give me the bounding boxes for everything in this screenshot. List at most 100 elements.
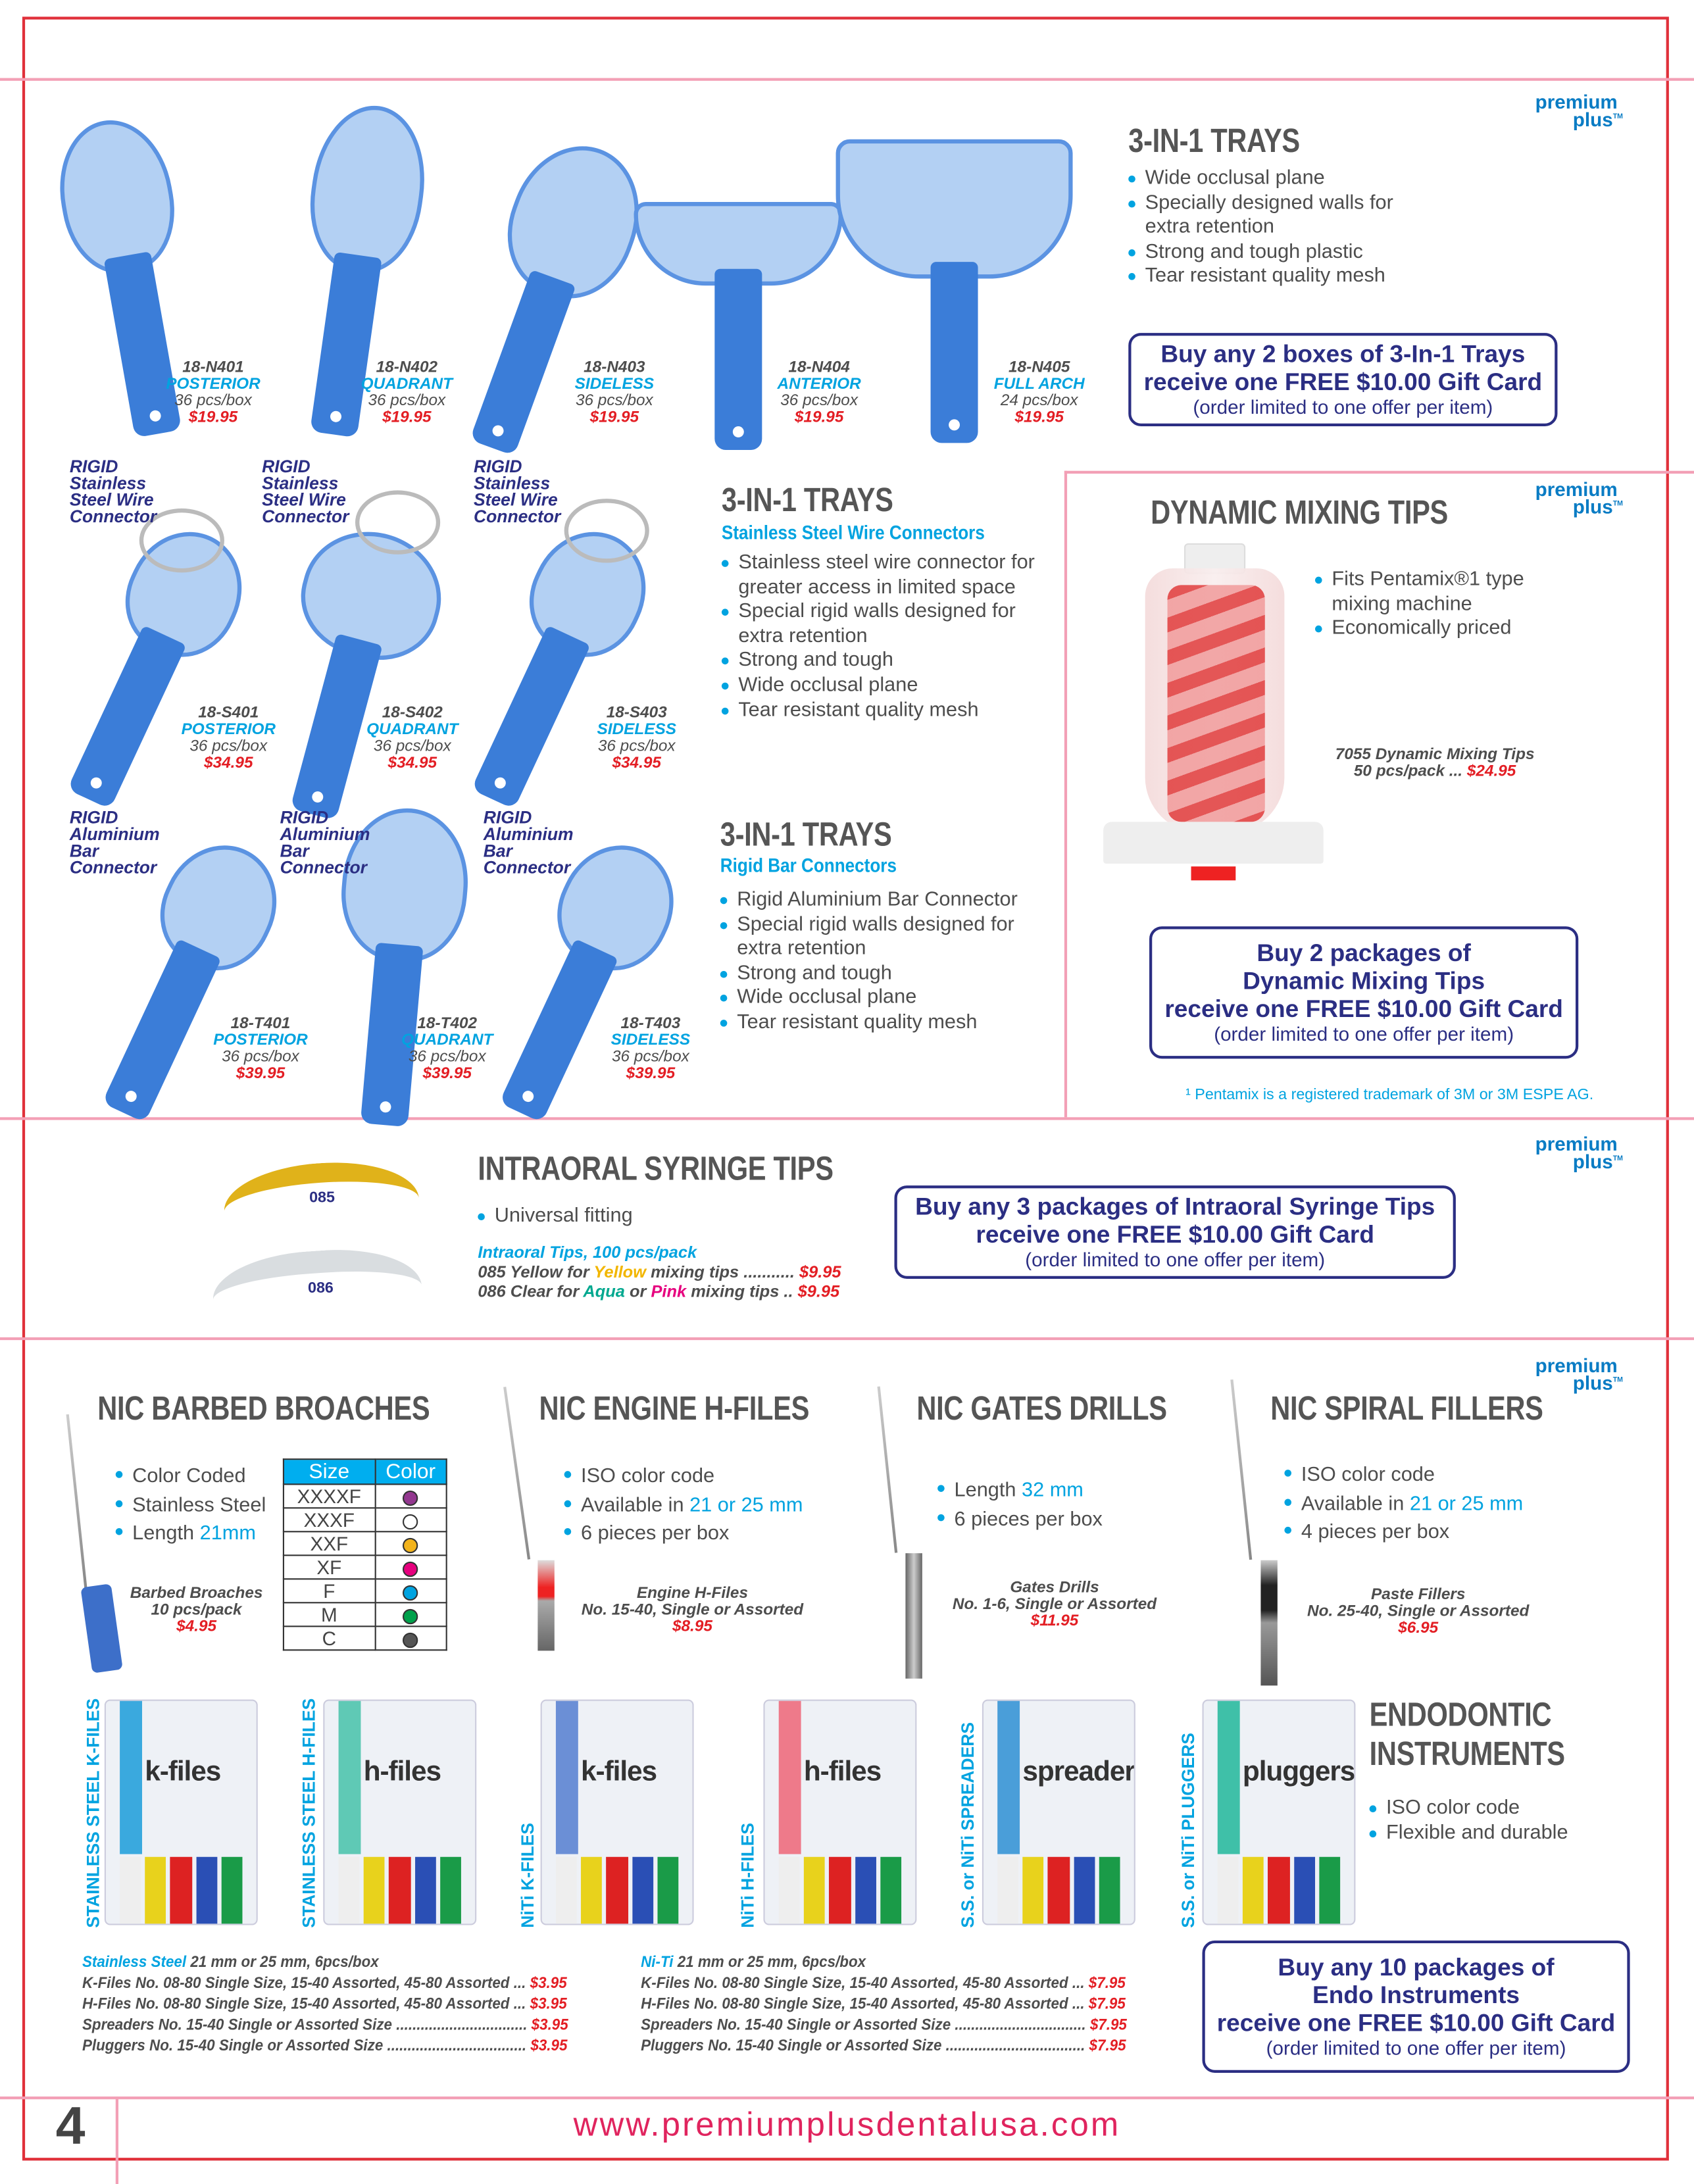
feature-item: Available in 21 or 25 mm xyxy=(564,1491,843,1520)
size-cell: XXXF xyxy=(282,1507,376,1533)
color-cell xyxy=(374,1507,447,1533)
file-box-image: k-files xyxy=(540,1699,694,1925)
feature-item: Stainless Steel xyxy=(115,1491,283,1520)
feature-item: Universal fitting xyxy=(478,1205,757,1229)
product-label: 18-N403 SIDELESS 36 pcs/box $19.95 xyxy=(575,359,654,426)
promo-box-endo: Buy any 10 packages of Endo Instruments … xyxy=(1202,1940,1630,2073)
color-dot-icon xyxy=(403,1561,418,1577)
product-qty: 36 pcs/box xyxy=(373,738,451,755)
file-box-image: pluggers xyxy=(1202,1699,1356,1925)
connector-label: RIGID Stainless Steel Wire Connector xyxy=(69,457,157,527)
feature-item: Strong and tough xyxy=(721,650,1056,674)
feature-item: Color Coded xyxy=(115,1462,283,1491)
product-price: $34.95 xyxy=(612,755,661,772)
feature-item: Wide occlusal plane xyxy=(1128,167,1421,191)
product-name: QUADRANT xyxy=(361,376,453,393)
price-list: Ni-Ti 21 mm or 25 mm, 6pcs/box K-Files No… xyxy=(641,1953,1127,2058)
table-row: M xyxy=(282,1602,447,1627)
price-line: 085 Yellow for Yellow mixing tips ......… xyxy=(478,1262,841,1282)
color-dot-icon xyxy=(403,1514,418,1529)
product-qty: 36 pcs/box xyxy=(189,738,268,755)
box-side-label: S.S. or NiTi PLUGGERS xyxy=(1178,1733,1199,1928)
section-subtitle: Stainless Steel Wire Connectors xyxy=(721,520,985,543)
promo-note: (order limited to one offer per item) xyxy=(1193,395,1493,418)
price-list-title: Ni-Ti 21 mm or 25 mm, 6pcs/box xyxy=(641,1954,866,1972)
size-cell: XF xyxy=(282,1554,376,1580)
product-name: POSTERIOR xyxy=(213,1032,308,1049)
feature-item: Length 32 mm xyxy=(937,1477,1147,1505)
file-box-image: h-files xyxy=(323,1699,477,1925)
product-code: 18-T401 xyxy=(230,1015,291,1033)
table-row: XF xyxy=(282,1554,447,1580)
impression-tray-image xyxy=(835,139,1073,460)
price-row: H-Files No. 08-80 Single Size, 15-40 Ass… xyxy=(82,1996,567,2013)
product-label: 18-N401 POSTERIOR 36 pcs/box $19.95 xyxy=(166,359,260,426)
product-price: $39.95 xyxy=(236,1065,286,1083)
syringe-pricing: Intraoral Tips, 100 pcs/pack 085 Yellow … xyxy=(478,1243,841,1301)
website-link[interactable]: www.premiumplusdentalusa.com xyxy=(573,2106,1121,2144)
section-title: INTRAORAL SYRINGE TIPS xyxy=(478,1151,834,1189)
feature-list: Rigid Aluminium Bar Connector Special rig… xyxy=(720,889,1041,1036)
size-cell: F xyxy=(282,1578,376,1604)
feature-list: Fits Pentamix®1 type mixing machine Econo… xyxy=(1315,568,1538,642)
product-code: 18-S403 xyxy=(606,705,667,722)
product-code: 18-N402 xyxy=(376,359,438,376)
product-price: $19.95 xyxy=(589,409,639,426)
table-row: C xyxy=(282,1626,447,1651)
box-side-label: STAINLESS STEEL K-FILES xyxy=(84,1698,103,1928)
feature-item: Special rigid walls designed for extra r… xyxy=(721,601,1056,650)
product-qty: 36 pcs/box xyxy=(408,1049,486,1066)
product-label: 18-N402 QUADRANT 36 pcs/box $19.95 xyxy=(361,359,453,426)
color-cell xyxy=(374,1554,447,1580)
feature-item: Flexible and durable xyxy=(1369,1822,1620,1846)
section-title: DYNAMIC MIXING TIPS xyxy=(1151,494,1448,532)
table-row: XXF xyxy=(282,1531,447,1556)
section-title: 3-IN-1 TRAYS xyxy=(720,816,892,855)
feature-item: Tear resistant quality mesh xyxy=(720,1011,1041,1035)
section-title: NIC GATES DRILLS xyxy=(916,1390,1167,1428)
box-side-label: NiTi K-FILES xyxy=(518,1822,538,1928)
box-label: k-files xyxy=(145,1756,221,1787)
spiral-filler-shank xyxy=(1260,1560,1278,1686)
promo-line: Buy any 3 packages of Intraoral Syringe … xyxy=(915,1192,1435,1221)
color-cell xyxy=(374,1626,447,1651)
feature-item: Special rigid walls designed for extra r… xyxy=(720,913,1041,962)
box-label: h-files xyxy=(803,1756,882,1787)
feature-list: ISO color code Available in 21 or 25 mm … xyxy=(564,1462,843,1548)
price-list-title: Stainless Steel 21 mm or 25 mm, 6pcs/box xyxy=(82,1954,379,1972)
color-cell xyxy=(374,1531,447,1556)
product-code: 18-T403 xyxy=(620,1015,681,1033)
color-cell xyxy=(374,1602,447,1627)
product-code: 18-N403 xyxy=(584,359,645,376)
color-dot-icon xyxy=(403,1632,418,1648)
promo-box-syringe: Buy any 3 packages of Intraoral Syringe … xyxy=(894,1185,1456,1279)
connector-label: RIGID Aluminium Bar Connector xyxy=(483,808,574,878)
promo-line: Buy 2 packages of xyxy=(1257,939,1471,967)
product-qty: 36 pcs/box xyxy=(368,393,446,410)
divider xyxy=(0,78,1694,80)
promo-line: receive one FREE $10.00 Gift Card xyxy=(976,1220,1374,1249)
feature-item: ISO color code xyxy=(564,1462,843,1491)
product-name: QUADRANT xyxy=(366,721,459,739)
product-qty: 36 pcs/box xyxy=(612,1049,689,1066)
product-code: 18-N404 xyxy=(788,359,850,376)
color-dot-icon xyxy=(403,1490,418,1506)
price-list: Stainless Steel 21 mm or 25 mm, 6pcs/box… xyxy=(82,1953,568,2058)
footnote: ¹ Pentamix is a registered trademark of … xyxy=(1185,1086,1594,1104)
feature-item: Strong and tough xyxy=(720,962,1041,987)
feature-item: 6 pieces per box xyxy=(937,1505,1147,1533)
price-row: H-Files No. 08-80 Single Size, 15-40 Ass… xyxy=(641,1996,1126,2013)
product-name: POSTERIOR xyxy=(166,376,261,393)
product-label: 18-S401 POSTERIOR 36 pcs/box $34.95 xyxy=(182,705,276,772)
product-name: QUADRANT xyxy=(401,1032,493,1049)
divider xyxy=(1064,470,1067,1118)
product-qty: 36 pcs/box xyxy=(575,393,653,410)
promo-note: (order limited to one offer per item) xyxy=(1214,1022,1514,1045)
box-side-label: STAINLESS STEEL H-FILES xyxy=(299,1698,319,1928)
product-price: $19.95 xyxy=(794,409,844,426)
product-label: 18-T402 QUADRANT 36 pcs/box $39.95 xyxy=(401,1016,493,1083)
file-box-image: k-files xyxy=(104,1699,258,1925)
divider xyxy=(0,1337,1694,1340)
section-title: NIC BARBED BROACHES xyxy=(97,1390,430,1428)
gates-drill-shank xyxy=(905,1553,922,1679)
